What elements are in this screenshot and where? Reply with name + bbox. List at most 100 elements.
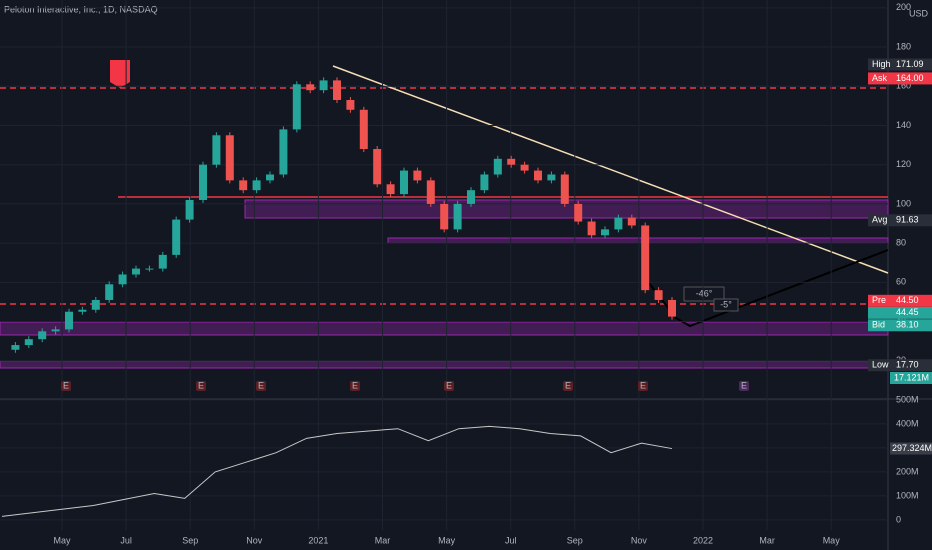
candle bbox=[319, 80, 328, 91]
price-tag bbox=[868, 294, 932, 307]
price-tag-name: High bbox=[872, 59, 891, 69]
candle bbox=[560, 174, 569, 204]
earnings-icon bbox=[350, 381, 360, 391]
candle bbox=[587, 221, 596, 236]
price-tag bbox=[868, 58, 932, 71]
earnings-icon bbox=[256, 381, 266, 391]
time-label: Nov bbox=[246, 535, 263, 545]
candle bbox=[185, 199, 194, 220]
time-label: 2021 bbox=[308, 535, 328, 545]
price-tick-label: 80 bbox=[896, 237, 906, 247]
candle bbox=[359, 109, 368, 150]
price-tag bbox=[868, 306, 932, 319]
candle bbox=[480, 174, 489, 191]
candle bbox=[11, 345, 20, 350]
indicator-tick-label: 500M bbox=[896, 394, 919, 404]
candle bbox=[534, 170, 542, 181]
candle bbox=[145, 268, 154, 270]
candle bbox=[51, 329, 60, 332]
candle bbox=[601, 229, 609, 236]
candle bbox=[132, 268, 140, 275]
price-tick-label: 120 bbox=[896, 159, 911, 169]
candle bbox=[400, 170, 408, 195]
candle bbox=[413, 170, 422, 181]
candle bbox=[252, 180, 261, 191]
candle bbox=[440, 203, 449, 230]
price-tag-value: 171.09 bbox=[896, 59, 924, 69]
candle bbox=[212, 135, 221, 165]
symbol-title: Peloton Interactive, Inc., 1D, NASDAQ bbox=[4, 4, 158, 14]
angle-label: -5° bbox=[720, 299, 732, 309]
indicator-line bbox=[1, 425, 673, 517]
time-label: Mar bbox=[759, 535, 775, 545]
price-tag-value: 17.70 bbox=[896, 360, 919, 370]
time-label: Mar bbox=[375, 535, 391, 545]
candle bbox=[333, 80, 341, 100]
time-label: May bbox=[823, 535, 841, 545]
volume-tag bbox=[890, 372, 932, 384]
time-label: Jul bbox=[505, 535, 517, 545]
indicator-tag-label: 297.324M bbox=[892, 443, 932, 453]
alert-icon bbox=[110, 60, 130, 88]
candle bbox=[279, 129, 288, 175]
price-tick-label: 100 bbox=[896, 198, 911, 208]
zone bbox=[0, 360, 889, 369]
candle bbox=[547, 174, 556, 181]
candle bbox=[386, 184, 395, 195]
earnings-icon bbox=[196, 381, 206, 391]
candle bbox=[78, 309, 87, 312]
angle-box bbox=[683, 286, 725, 302]
candle bbox=[574, 203, 583, 222]
candle bbox=[641, 225, 650, 291]
candle bbox=[172, 219, 181, 255]
earnings-label: E bbox=[352, 380, 358, 390]
indicator-tag bbox=[890, 442, 932, 455]
candle bbox=[520, 164, 529, 171]
time-label: May bbox=[438, 535, 456, 545]
candle bbox=[467, 190, 475, 204]
price-tag-name: Ask bbox=[872, 73, 888, 83]
candle bbox=[507, 158, 516, 165]
candle bbox=[118, 274, 127, 285]
time-label: May bbox=[53, 535, 71, 545]
volume-tag-label: 17.121M bbox=[894, 372, 929, 382]
candle bbox=[239, 180, 248, 191]
candle bbox=[453, 203, 462, 230]
earnings-label: E bbox=[640, 380, 646, 390]
price-tag-name: Bid bbox=[872, 320, 885, 330]
time-label: Sep bbox=[182, 535, 198, 545]
candle bbox=[158, 254, 167, 269]
candle bbox=[266, 174, 274, 181]
price-tick-label: 200 bbox=[896, 2, 911, 12]
price-tag bbox=[868, 319, 932, 332]
indicator-tick-label: 0 bbox=[896, 514, 901, 524]
earnings-icon bbox=[444, 381, 454, 391]
time-label: 2022 bbox=[693, 535, 713, 545]
zone bbox=[0, 321, 889, 336]
price-tag-value: 38.10 bbox=[896, 320, 919, 330]
candle bbox=[292, 84, 301, 130]
price-tick-label: 140 bbox=[896, 120, 911, 130]
price-tag bbox=[868, 214, 932, 227]
candle bbox=[105, 284, 114, 300]
candle bbox=[24, 339, 33, 346]
price-tick-label: 180 bbox=[896, 41, 911, 51]
candle bbox=[493, 158, 502, 175]
angle-label: -46° bbox=[696, 288, 713, 298]
candle bbox=[225, 135, 234, 181]
currency: USD bbox=[909, 8, 929, 18]
candle bbox=[91, 299, 100, 310]
zone bbox=[387, 237, 889, 244]
candle bbox=[654, 290, 663, 300]
earnings-label: E bbox=[258, 380, 264, 390]
time-label: Sep bbox=[567, 535, 583, 545]
price-tag-value: 164.00 bbox=[896, 73, 924, 83]
price-tag bbox=[868, 359, 932, 372]
candle bbox=[38, 331, 47, 340]
angle-box bbox=[713, 298, 739, 312]
candle bbox=[627, 217, 636, 226]
earnings-label: E bbox=[446, 380, 452, 390]
price-tag-value: 91.63 bbox=[896, 215, 919, 225]
price-tag bbox=[868, 72, 932, 85]
